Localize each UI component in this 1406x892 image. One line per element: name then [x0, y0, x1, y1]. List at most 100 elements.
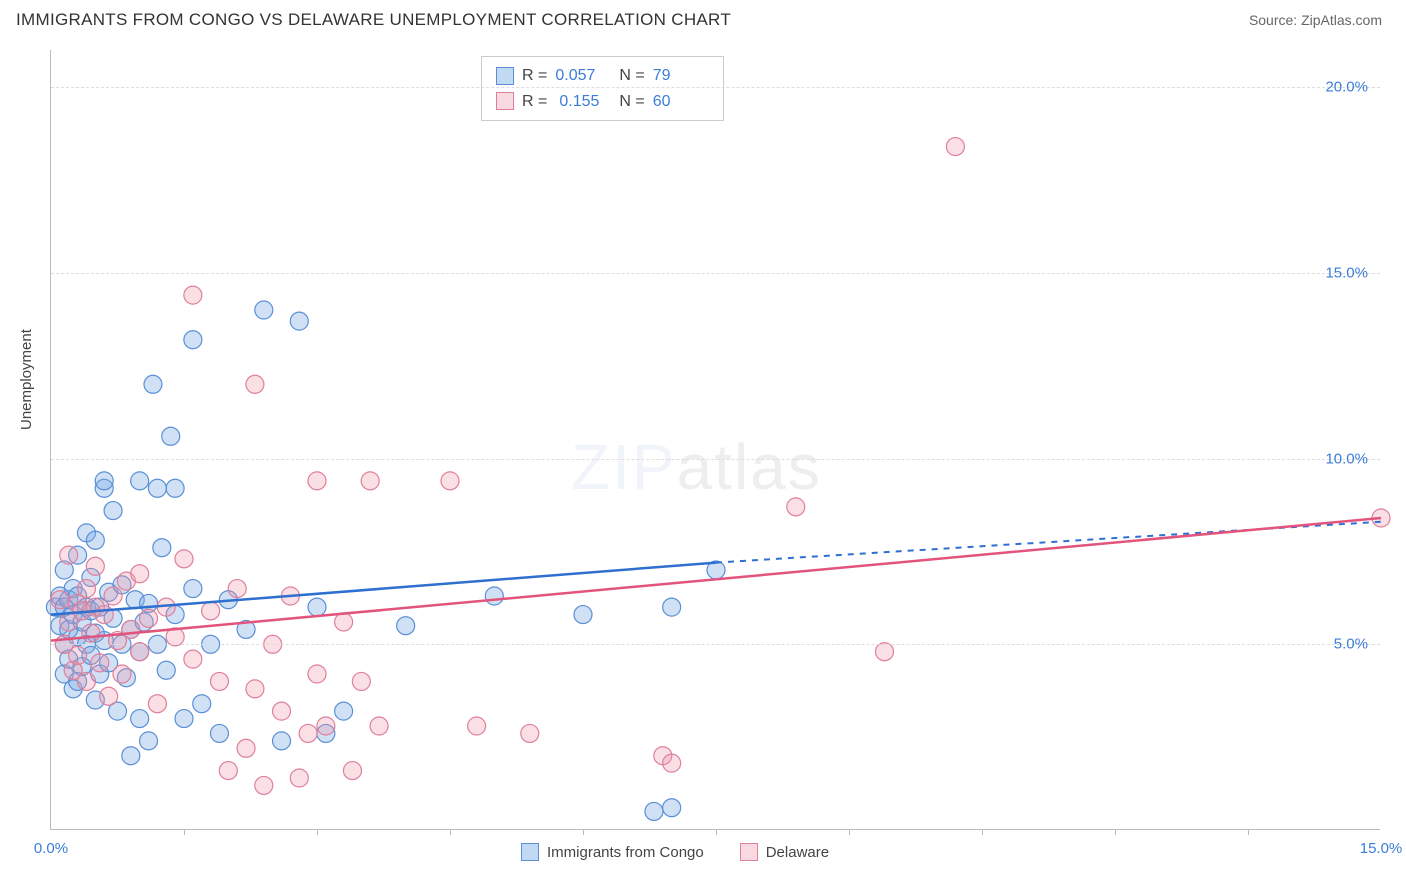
gridline-h	[51, 87, 1380, 88]
x-tick-label: 0.0%	[34, 840, 68, 857]
scatter-point	[95, 472, 113, 490]
x-tick	[583, 829, 584, 835]
scatter-point	[521, 724, 539, 742]
scatter-point	[663, 754, 681, 772]
scatter-point	[237, 739, 255, 757]
scatter-point	[184, 331, 202, 349]
swatch-blue-icon	[521, 843, 539, 861]
x-tick	[849, 829, 850, 835]
scatter-point	[255, 776, 273, 794]
x-tick	[317, 829, 318, 835]
scatter-point	[131, 472, 149, 490]
scatter-point	[308, 472, 326, 490]
y-axis-label: Unemployment	[18, 329, 35, 430]
gridline-h	[51, 459, 1380, 460]
x-tick	[716, 829, 717, 835]
scatter-point	[485, 587, 503, 605]
scatter-point	[60, 546, 78, 564]
scatter-point	[162, 427, 180, 445]
x-tick	[184, 829, 185, 835]
scatter-point	[210, 672, 228, 690]
gridline-h	[51, 273, 1380, 274]
scatter-point	[875, 643, 893, 661]
scatter-point	[104, 587, 122, 605]
scatter-point	[352, 672, 370, 690]
scatter-point	[219, 762, 237, 780]
scatter-point	[131, 565, 149, 583]
y-tick-label: 5.0%	[1334, 636, 1368, 653]
scatter-point	[86, 557, 104, 575]
n-label: N =	[619, 63, 644, 89]
chart-plot-area: ZIPatlas R = 0.057 N = 79 R = 0.155 N = …	[50, 50, 1380, 830]
scatter-point	[210, 724, 228, 742]
scatter-point	[228, 580, 246, 598]
scatter-point	[166, 479, 184, 497]
scatter-point	[51, 591, 69, 609]
scatter-point	[299, 724, 317, 742]
gridline-h	[51, 644, 1380, 645]
stats-row-series-1: R = 0.057 N = 79	[496, 63, 709, 89]
r-value-2: 0.155	[555, 89, 611, 115]
scatter-svg	[51, 50, 1380, 829]
scatter-point	[184, 580, 202, 598]
scatter-point	[663, 799, 681, 817]
scatter-point	[175, 550, 193, 568]
x-tick	[450, 829, 451, 835]
scatter-point	[144, 375, 162, 393]
scatter-point	[335, 702, 353, 720]
scatter-point	[95, 606, 113, 624]
scatter-point	[140, 732, 158, 750]
x-tick	[982, 829, 983, 835]
scatter-point	[308, 665, 326, 683]
scatter-point	[157, 661, 175, 679]
scatter-point	[335, 613, 353, 631]
swatch-pink-icon	[740, 843, 758, 861]
scatter-point	[175, 710, 193, 728]
legend-item-congo: Immigrants from Congo	[521, 843, 704, 861]
scatter-point	[140, 609, 158, 627]
scatter-point	[574, 606, 592, 624]
legend-item-delaware: Delaware	[740, 843, 829, 861]
scatter-point	[91, 654, 109, 672]
scatter-point	[645, 802, 663, 820]
scatter-point	[82, 624, 100, 642]
scatter-point	[468, 717, 486, 735]
scatter-point	[397, 617, 415, 635]
source-attribution: Source: ZipAtlas.com	[1249, 12, 1382, 28]
scatter-point	[255, 301, 273, 319]
scatter-point	[202, 602, 220, 620]
scatter-point	[361, 472, 379, 490]
scatter-point	[246, 680, 264, 698]
scatter-point	[246, 375, 264, 393]
scatter-point	[441, 472, 459, 490]
x-tick	[1115, 829, 1116, 835]
scatter-point	[69, 646, 87, 664]
scatter-point	[787, 498, 805, 516]
r-label: R =	[522, 63, 547, 89]
scatter-point	[663, 598, 681, 616]
swatch-pink-icon	[496, 92, 514, 110]
scatter-point	[946, 138, 964, 156]
trend-line	[51, 518, 1381, 641]
scatter-point	[317, 717, 335, 735]
scatter-point	[184, 286, 202, 304]
scatter-point	[104, 502, 122, 520]
r-value-1: 0.057	[555, 63, 611, 89]
scatter-point	[148, 479, 166, 497]
n-value-2: 60	[653, 89, 709, 115]
swatch-blue-icon	[496, 67, 514, 85]
scatter-point	[290, 769, 308, 787]
legend-label: Delaware	[766, 844, 829, 861]
scatter-point	[131, 643, 149, 661]
scatter-point	[86, 531, 104, 549]
n-label: N =	[619, 89, 644, 115]
scatter-point	[193, 695, 211, 713]
scatter-point	[131, 710, 149, 728]
scatter-point	[370, 717, 388, 735]
scatter-point	[273, 702, 291, 720]
y-tick-label: 10.0%	[1325, 450, 1368, 467]
scatter-point	[77, 580, 95, 598]
r-label: R =	[522, 89, 547, 115]
n-value-1: 79	[653, 63, 709, 89]
scatter-point	[184, 650, 202, 668]
